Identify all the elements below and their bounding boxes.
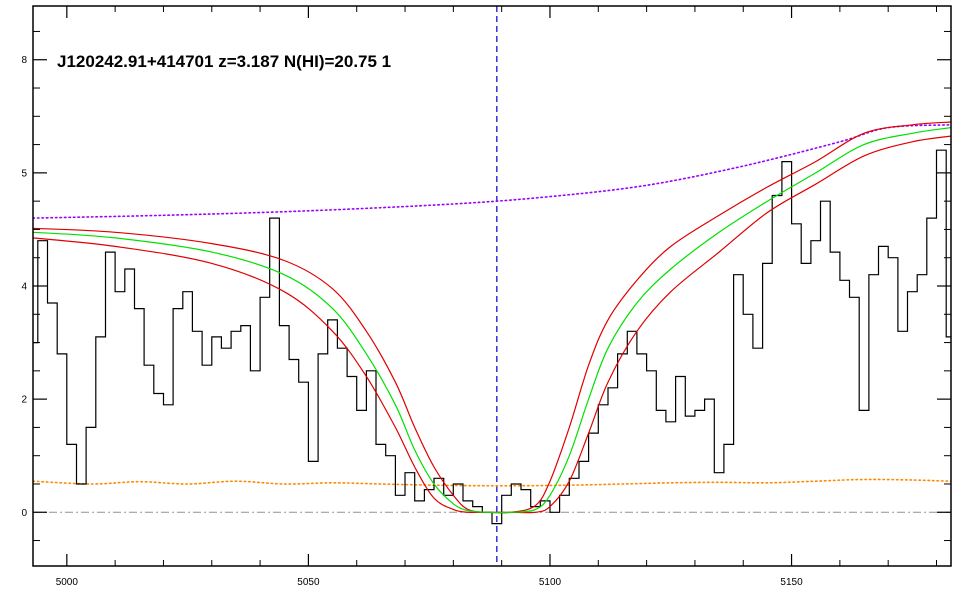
y-tick-label: 5: [21, 168, 27, 179]
y-tick-label: 2: [21, 395, 27, 406]
chart-title: J120242.91+414701 z=3.187 N(HI)=20.75 1: [57, 52, 391, 71]
y-tick-label: 4: [21, 282, 27, 293]
series-model: [33, 127, 951, 514]
plot-area: [33, 6, 951, 566]
series-flux: [33, 149, 951, 525]
y-tick-label: 0: [21, 508, 27, 519]
series-continuum: [33, 124, 951, 219]
x-tick-label: 5100: [539, 577, 562, 588]
series-layer: [33, 121, 951, 525]
x-tick-label: 5000: [56, 577, 79, 588]
y-tick-label: 8: [21, 55, 27, 66]
series-error: [33, 478, 951, 487]
x-tick-label: 5050: [297, 577, 320, 588]
x-tick-label: 5150: [780, 577, 803, 588]
axis-ticks: 5000 5050 5100 5150 0 2 4 5 8: [21, 6, 951, 588]
